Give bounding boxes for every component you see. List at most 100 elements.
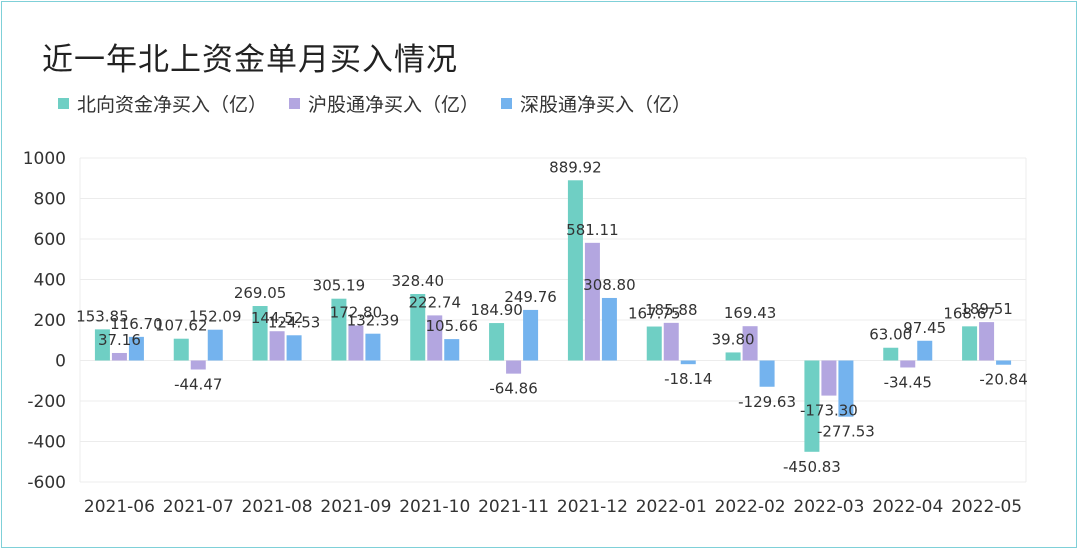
x-tick-label: 2021-06 <box>84 497 155 517</box>
data-label: 39.80 <box>712 330 755 348</box>
bar <box>128 336 144 361</box>
bar <box>917 340 933 361</box>
data-label: 249.76 <box>504 288 557 306</box>
data-label: 889.92 <box>549 158 602 176</box>
data-label: 581.11 <box>566 221 619 239</box>
x-tick-label: 2021-07 <box>163 497 234 517</box>
bar <box>94 329 110 361</box>
data-label: 105.66 <box>426 317 479 335</box>
x-tick-label: 2021-08 <box>242 497 313 517</box>
data-label: 124.53 <box>268 313 321 331</box>
bar <box>269 331 285 361</box>
bar <box>348 325 364 361</box>
data-label: 184.90 <box>470 301 523 319</box>
bar <box>190 360 206 370</box>
legend: 北向资金净买入（亿） 沪股通净买入（亿） 深股通净买入（亿） <box>58 90 691 117</box>
data-label: 132.39 <box>347 312 400 330</box>
data-label: -44.47 <box>174 376 222 394</box>
data-label: 63.00 <box>869 326 912 344</box>
chart-title: 近一年北上资金单月买入情况 <box>42 42 458 78</box>
y-tick-label: 400 <box>34 271 66 291</box>
y-tick-label: -600 <box>27 473 66 493</box>
bar <box>883 347 899 361</box>
data-label: 269.05 <box>234 284 287 302</box>
bar <box>804 360 820 452</box>
data-label: 328.40 <box>392 272 445 290</box>
y-tick-label: 600 <box>34 230 66 250</box>
x-tick-label: 2022-03 <box>793 497 864 517</box>
bar <box>286 335 302 361</box>
data-label: 153.85 <box>76 307 129 325</box>
data-label: 305.19 <box>313 277 366 295</box>
data-label: -277.53 <box>817 423 875 441</box>
bar <box>996 360 1012 365</box>
data-label: 37.16 <box>98 331 141 349</box>
data-label: 167.75 <box>628 305 681 323</box>
bar <box>821 360 837 396</box>
data-label: -20.84 <box>979 371 1027 389</box>
bar <box>111 352 127 361</box>
x-tick-label: 2022-02 <box>715 497 786 517</box>
data-label: 116.70 <box>110 315 163 333</box>
bar <box>759 360 775 387</box>
data-label: 168.67 <box>943 304 996 322</box>
x-tick-label: 2022-04 <box>872 497 943 517</box>
bar <box>489 323 505 361</box>
data-label: 97.45 <box>903 319 946 337</box>
bar <box>838 360 854 417</box>
bar <box>680 360 696 365</box>
bar <box>506 360 522 374</box>
y-tick-label: -200 <box>27 392 66 412</box>
legend-item-shenzhen: 深股通净买入（亿） <box>501 90 691 117</box>
legend-swatch-shenzhen <box>501 98 513 109</box>
bar <box>427 315 443 361</box>
y-tick-label: 0 <box>55 352 66 372</box>
data-label: 152.09 <box>189 308 242 326</box>
bar <box>646 326 662 361</box>
data-label: -173.30 <box>800 402 858 420</box>
bar <box>523 309 539 361</box>
data-label: 222.74 <box>409 293 462 311</box>
legend-item-north: 北向资金净买入（亿） <box>58 90 267 117</box>
legend-swatch-shanghai <box>289 98 301 109</box>
data-label: -34.45 <box>884 373 932 391</box>
x-tick-label: 2021-11 <box>478 497 549 517</box>
bar <box>365 333 381 361</box>
x-tick-label: 2022-05 <box>951 497 1022 517</box>
y-tick-label: -400 <box>27 433 66 453</box>
bar <box>962 326 978 361</box>
bar <box>725 352 741 361</box>
data-label: 144.52 <box>251 309 304 327</box>
data-label: 172.80 <box>330 304 383 322</box>
legend-swatch-north <box>58 98 69 109</box>
legend-label-shenzhen: 深股通净买入（亿） <box>520 94 692 116</box>
bar <box>567 180 583 361</box>
y-tick-label: 800 <box>34 190 66 210</box>
bar <box>601 297 617 361</box>
x-tick-label: 2021-10 <box>399 497 470 517</box>
bar <box>900 360 916 368</box>
data-label: 169.43 <box>724 304 777 322</box>
data-label: -450.83 <box>783 458 841 476</box>
x-tick-label: 2021-09 <box>320 497 391 517</box>
data-label: 185.88 <box>645 301 698 319</box>
bar <box>663 322 679 361</box>
bar <box>207 329 223 361</box>
bar <box>979 322 995 361</box>
bar <box>173 338 189 361</box>
bar <box>410 293 426 361</box>
data-label: 308.80 <box>583 276 636 294</box>
bar <box>742 326 758 361</box>
bar <box>331 298 347 361</box>
legend-label-north: 北向资金净买入（亿） <box>77 94 268 116</box>
bar <box>252 306 268 361</box>
y-tick-label: 200 <box>34 311 66 331</box>
bar <box>584 242 600 361</box>
legend-item-shanghai: 沪股通净买入（亿） <box>289 90 479 117</box>
data-label: -129.63 <box>738 393 796 411</box>
x-tick-label: 2021-12 <box>557 497 628 517</box>
y-tick-label: 1000 <box>23 149 66 169</box>
legend-label-shanghai: 沪股通净买入（亿） <box>308 94 480 116</box>
